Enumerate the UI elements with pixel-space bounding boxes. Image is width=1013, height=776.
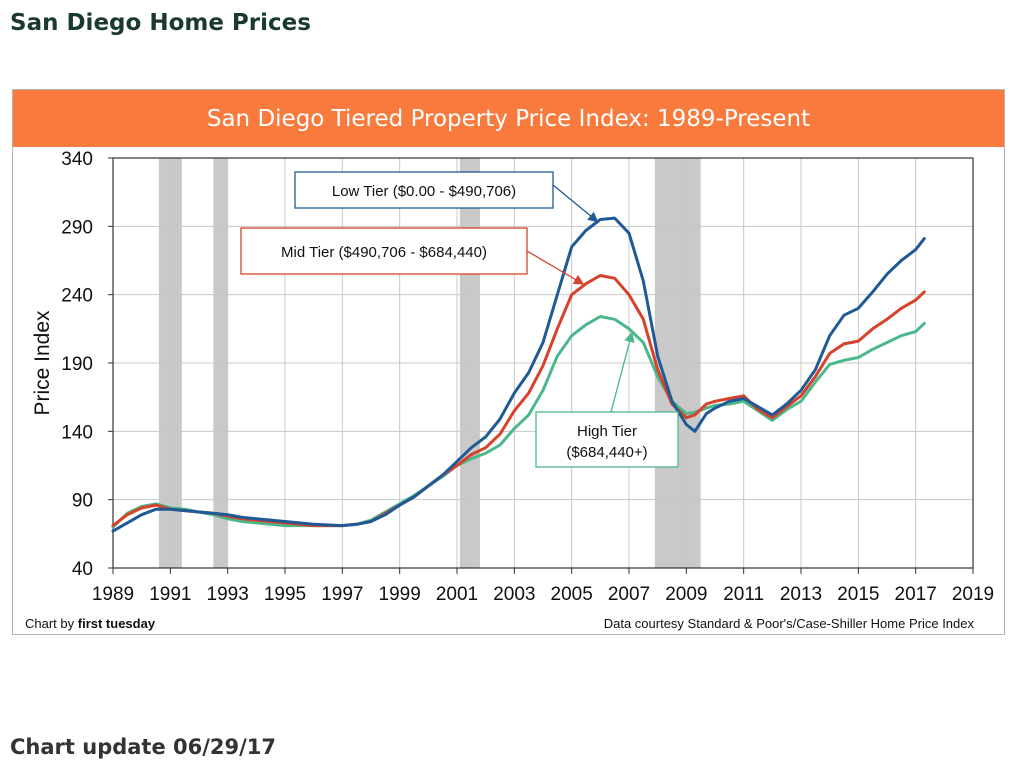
x-tick-label: 2013 — [780, 584, 822, 605]
data-source: Data courtesy Standard & Poor's/Case-Shi… — [603, 616, 974, 631]
chart-frame: San Diego Tiered Property Price Index: 1… — [12, 89, 1005, 635]
y-tick-label: 190 — [61, 354, 93, 375]
x-tick-label: 2011 — [723, 584, 764, 605]
annotation-box-high — [535, 411, 679, 468]
x-tick-label: 1993 — [207, 584, 249, 605]
page-title: San Diego Home Prices — [10, 10, 311, 36]
chart-credit-prefix: Chart by — [25, 616, 78, 631]
x-tick-label: 1999 — [379, 584, 421, 605]
y-tick-label: 40 — [72, 559, 93, 580]
chart-credit: Chart by first tuesday — [25, 616, 155, 631]
x-tick-label: 2005 — [551, 584, 593, 605]
y-tick-label: 90 — [72, 491, 93, 512]
y-tick-label: 340 — [61, 149, 93, 170]
annotation-box-mid — [240, 227, 528, 275]
annotation-high-tier-range: ($684,440+) — [566, 444, 647, 461]
annotation-arrow-high — [610, 331, 635, 413]
x-tick-label: 2001 — [436, 584, 478, 605]
annotation-arrow-low — [552, 184, 599, 223]
annotation-mid-tier: Mid Tier ($490,706 - $684,440) — [281, 244, 487, 261]
annotation-high-tier: High Tier — [577, 423, 637, 440]
x-tick-label: 1995 — [264, 584, 306, 605]
x-tick-label: 1991 — [149, 584, 191, 605]
series-line-low — [111, 216, 926, 533]
x-tick-label: 2019 — [952, 584, 994, 605]
series-line-high — [111, 315, 926, 529]
annotation-arrow-mid — [526, 250, 585, 285]
annotation-low-tier: Low Tier ($0.00 - $490,706) — [332, 183, 516, 200]
y-tick-label: 140 — [61, 422, 93, 443]
y-tick-label: 240 — [61, 286, 93, 307]
y-tick-label: 290 — [61, 217, 93, 238]
chart-update-date: Chart update 06/29/17 — [10, 735, 277, 759]
chart-title-banner: San Diego Tiered Property Price Index: 1… — [13, 90, 1004, 147]
chart-credit-brand: first tuesday — [77, 616, 156, 631]
x-tick-label: 2009 — [665, 584, 707, 605]
x-tick-label: 2007 — [608, 584, 650, 605]
x-tick-label: 1989 — [92, 584, 134, 605]
x-tick-label: 2017 — [895, 584, 937, 605]
x-tick-label: 2003 — [493, 584, 535, 605]
chart-plot: 1989 1991 1993 1995 1997 1999 2001 2003 2005 2007… — [31, 149, 994, 605]
x-tick-label: 2015 — [837, 584, 879, 605]
x-tick-label: 1997 — [321, 584, 363, 605]
annotation-box-low — [294, 171, 554, 209]
y-axis-label: Price Index — [31, 310, 54, 416]
